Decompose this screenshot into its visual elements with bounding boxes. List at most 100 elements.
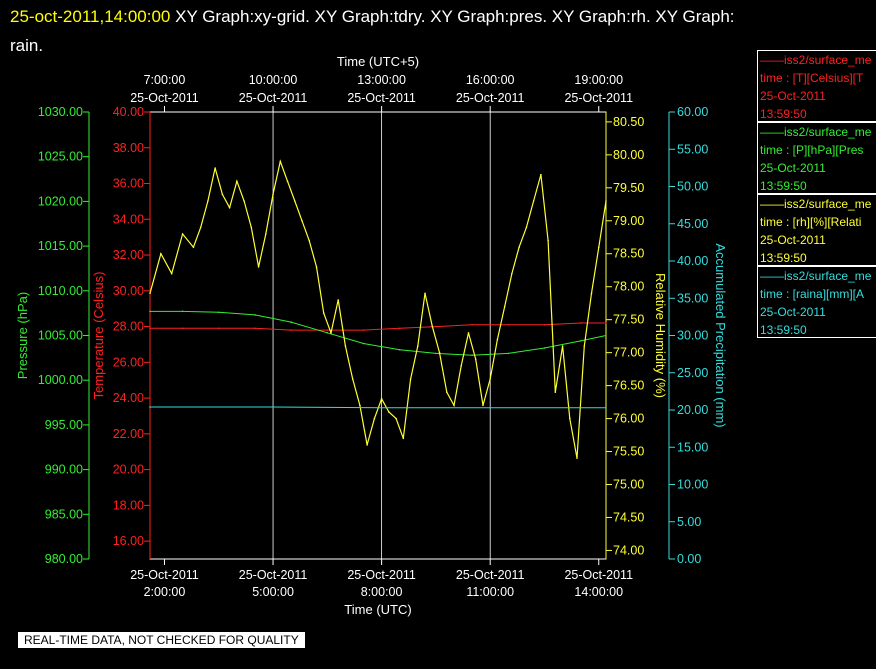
data-point-rh: [272, 193, 274, 196]
data-point-pres: [217, 311, 220, 314]
temperature-tick-label: 24.00: [113, 391, 144, 405]
data-point-rh: [409, 378, 412, 380]
x-tick-label-time: 2:00:00: [144, 585, 186, 599]
data-point-rh: [395, 417, 397, 420]
data-point-rh: [518, 246, 520, 248]
data-point-tdry: [471, 323, 473, 326]
humidity-tick-label: 77.00: [613, 346, 644, 360]
data-point-rh: [532, 200, 535, 202]
data-point-rh: [417, 345, 419, 347]
temperature-axis-title: Temperature (Celsius): [91, 272, 106, 400]
temperature-tick-label: 20.00: [113, 463, 144, 477]
data-point-rh: [337, 299, 339, 301]
temperature-tick-label: 36.00: [113, 177, 144, 191]
data-point-rh: [243, 200, 245, 202]
legend-time: 13:59:50: [760, 323, 807, 337]
data-point-pres: [543, 347, 546, 349]
x-top-tick-label-time: 7:00:00: [144, 73, 186, 87]
series-line-tdry: [150, 322, 606, 331]
humidity-tick-label: 78.00: [613, 280, 644, 294]
legend-date: 25-Oct-2011: [760, 233, 826, 247]
data-point-rh: [199, 226, 202, 229]
humidity-tick-label: 80.50: [613, 115, 644, 129]
precip-tick-label: 35.00: [677, 291, 708, 305]
humidity-tick-label: 75.00: [613, 478, 644, 492]
legend-entry: ——iss2/surface_me time : [P][hPa][Pres 25-…: [757, 122, 876, 194]
data-point-rh: [453, 404, 455, 407]
x-top-tick-label-date: 25-Oct-2011: [130, 91, 199, 105]
temperature-tick-label: 30.00: [113, 284, 144, 298]
data-point-rh: [192, 246, 195, 248]
x-tick-label-time: 8:00:00: [361, 585, 403, 599]
precip-tick-label: 40.00: [677, 254, 708, 268]
legend-time: 13:59:50: [760, 107, 807, 121]
data-point-rh: [605, 200, 607, 202]
data-point-pres: [605, 334, 607, 337]
x-tick-label-date: 25-Oct-2011: [130, 568, 199, 582]
data-point-rh: [170, 272, 173, 275]
data-point-rh: [569, 417, 571, 420]
temperature-tick-label: 26.00: [113, 355, 144, 369]
data-point-rh: [265, 233, 267, 235]
legend-date: 25-Oct-2011: [760, 89, 826, 103]
legend-name: ——iss2/surface_me: [760, 269, 872, 283]
pressure-tick-label: 1000.00: [38, 373, 83, 387]
data-point-rh: [590, 292, 593, 295]
data-point-pres: [507, 352, 510, 355]
data-point-rh: [460, 365, 463, 367]
data-point-rh: [160, 252, 162, 255]
data-point-rh: [366, 444, 368, 446]
data-point-rh: [149, 292, 151, 295]
humidity-axis-title: Relative Humidity (%): [653, 273, 668, 398]
pressure-tick-label: 995.00: [45, 418, 83, 432]
data-point-rh: [359, 404, 361, 407]
legend-date: 25-Oct-2011: [760, 161, 826, 175]
data-point-rh: [583, 345, 586, 347]
data-point-tdry: [254, 327, 256, 330]
data-point-pres: [579, 340, 582, 342]
data-point-rain: [605, 406, 607, 409]
data-point-pres: [326, 332, 329, 334]
data-point-rh: [597, 246, 600, 248]
data-point-rh: [308, 239, 311, 242]
temperature-tick-label: 34.00: [113, 212, 144, 226]
data-point-rh: [511, 272, 513, 275]
precip-tick-label: 0.00: [677, 552, 701, 566]
data-point-tdry: [507, 323, 510, 326]
x-top-tick-label-date: 25-Oct-2011: [347, 91, 416, 105]
data-point-rh: [540, 173, 542, 176]
data-point-rh: [236, 180, 238, 183]
data-point-rh: [431, 325, 434, 328]
bottom-axis-title: Time (UTC): [344, 602, 411, 617]
data-point-pres: [290, 321, 292, 323]
humidity-tick-label: 76.00: [613, 412, 644, 426]
data-point-rh: [482, 404, 484, 407]
data-point-tdry: [326, 329, 329, 331]
series-line-rh: [149, 159, 607, 459]
data-point-rh: [467, 332, 470, 334]
x-tick-label-date: 25-Oct-2011: [239, 568, 308, 582]
data-point-rh: [445, 391, 448, 393]
legend-name: ——iss2/surface_me: [760, 53, 872, 67]
data-point-pres: [362, 342, 365, 345]
x-top-tick-label-date: 25-Oct-2011: [239, 91, 308, 105]
data-point-rh: [257, 266, 260, 268]
x-tick-label-time: 11:00:00: [466, 585, 514, 599]
precip-tick-label: 15.00: [677, 440, 708, 454]
data-point-pres: [254, 314, 256, 316]
top-axis-title: Time (UTC+5): [337, 54, 419, 69]
humidity-tick-label: 80.00: [613, 148, 644, 162]
header-timestamp: 25-oct-2011,14:00:00: [10, 7, 171, 26]
humidity-tick-label: 79.00: [613, 214, 644, 228]
header-graph-list: XY Graph:xy-grid. XY Graph:tdry. XY Grap…: [175, 7, 735, 26]
data-point-rh: [286, 180, 289, 183]
humidity-tick-label: 74.00: [613, 543, 644, 557]
temperature-tick-label: 22.00: [113, 427, 144, 441]
humidity-tick-label: 78.50: [613, 247, 644, 261]
precip-axis-title: Accumulated Precipitation (mm): [713, 243, 728, 427]
x-top-tick-label-time: 16:00:00: [466, 73, 515, 87]
data-point-tdry: [290, 329, 292, 331]
data-point-tdry: [362, 329, 365, 331]
data-point-rh: [207, 200, 209, 202]
data-point-rh: [330, 332, 332, 334]
